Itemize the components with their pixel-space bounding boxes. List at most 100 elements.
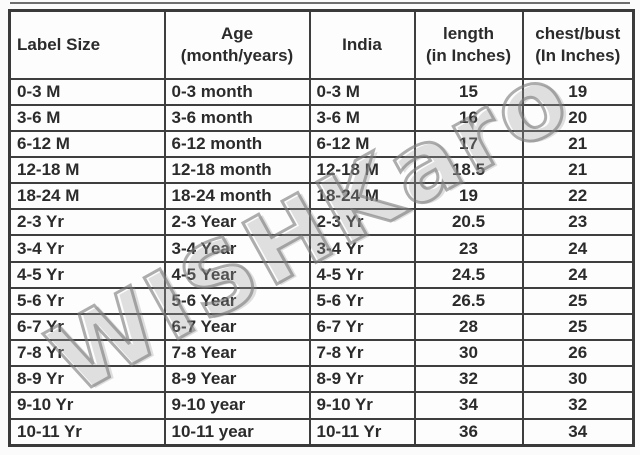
cell-age: 0-3 month <box>163 77 311 106</box>
cell-label-size: 0-3 M <box>8 77 166 106</box>
cell-length: 24.5 <box>413 260 524 289</box>
cell-label-size: 18-24 M <box>8 182 166 211</box>
header-age: Age (month/years) <box>163 9 311 80</box>
cell-age: 3-6 month <box>163 103 311 132</box>
header-india: India <box>308 9 416 80</box>
header-chest-bust-line2: (In Inches) <box>535 45 621 65</box>
cell-label-size: 6-7 Yr <box>8 312 166 342</box>
cell-chest-bust: 25 <box>521 312 635 342</box>
cell-india: 6-7 Yr <box>308 312 416 342</box>
cell-age: 3-4 Year <box>163 234 311 263</box>
cell-chest-bust: 34 <box>521 417 635 447</box>
cell-label-size: 6-12 M <box>8 129 166 158</box>
cell-india: 0-3 M <box>308 77 416 106</box>
cell-label-size: 8-9 Yr <box>8 365 166 394</box>
table-row: 18-24 M 18-24 month 18-24 M 19 22 <box>8 182 635 211</box>
cell-india: 3-6 M <box>308 103 416 132</box>
table-row: 0-3 M 0-3 month 0-3 M 15 19 <box>8 77 635 106</box>
cell-age: 8-9 Year <box>163 365 311 394</box>
header-label-size: Label Size <box>8 9 166 80</box>
table-row: 6-12 M 6-12 month 6-12 M 17 21 <box>8 129 635 158</box>
cell-label-size: 10-11 Yr <box>8 417 166 447</box>
cell-india: 10-11 Yr <box>308 417 416 447</box>
header-label-size-text: Label Size <box>17 34 101 54</box>
cell-age: 4-5 Year <box>163 260 311 289</box>
cell-length: 20.5 <box>413 208 524 237</box>
cell-age: 10-11 year <box>163 417 311 447</box>
cell-label-size: 2-3 Yr <box>8 208 166 237</box>
top-crop-line <box>10 2 630 4</box>
table-row: 6-7 Yr 6-7 Year 6-7 Yr 28 25 <box>8 312 635 342</box>
cell-chest-bust: 24 <box>521 260 635 289</box>
cell-length: 36 <box>413 417 524 447</box>
header-age-line2: (month/years) <box>180 45 294 65</box>
cell-length: 30 <box>413 339 524 368</box>
cell-age: 12-18 month <box>163 155 311 185</box>
table-row: 2-3 Yr 2-3 Year 2-3 Yr 20.5 23 <box>8 208 635 237</box>
table-row: 12-18 M 12-18 month 12-18 M 18.5 21 <box>8 155 635 185</box>
table-row: 7-8 Yr 7-8 Year 7-8 Yr 30 26 <box>8 339 635 368</box>
cell-india: 8-9 Yr <box>308 365 416 394</box>
header-length-line1: length <box>443 23 494 43</box>
cell-length: 32 <box>413 365 524 394</box>
header-india-text: India <box>342 34 382 54</box>
table-row: 4-5 Yr 4-5 Year 4-5 Yr 24.5 24 <box>8 260 635 289</box>
cell-length: 15 <box>413 77 524 106</box>
table-row: 9-10 Yr 9-10 year 9-10 Yr 34 32 <box>8 391 635 420</box>
cell-length: 28 <box>413 312 524 342</box>
cell-length: 18.5 <box>413 155 524 185</box>
cell-chest-bust: 21 <box>521 155 635 185</box>
cell-india: 5-6 Yr <box>308 286 416 315</box>
cell-india: 3-4 Yr <box>308 234 416 263</box>
header-length: length (in Inches) <box>413 9 524 80</box>
cell-label-size: 4-5 Yr <box>8 260 166 289</box>
cell-chest-bust: 21 <box>521 129 635 158</box>
header-chest-bust-line1: chest/bust <box>535 23 621 43</box>
cell-length: 26.5 <box>413 286 524 315</box>
cell-age: 2-3 Year <box>163 208 311 237</box>
cell-age: 7-8 Year <box>163 339 311 368</box>
cell-india: 6-12 M <box>308 129 416 158</box>
cell-chest-bust: 32 <box>521 391 635 420</box>
cell-chest-bust: 24 <box>521 234 635 263</box>
cell-india: 2-3 Yr <box>308 208 416 237</box>
cell-age: 18-24 month <box>163 182 311 211</box>
cell-chest-bust: 23 <box>521 208 635 237</box>
cell-label-size: 3-6 M <box>8 103 166 132</box>
cell-length: 16 <box>413 103 524 132</box>
cell-length: 34 <box>413 391 524 420</box>
cell-label-size: 12-18 M <box>8 155 166 185</box>
table-row: 3-4 Yr 3-4 Year 3-4 Yr 23 24 <box>8 234 635 263</box>
header-length-line2: (in Inches) <box>425 45 511 65</box>
size-chart-table: Label Size Age (month/years) India lengt… <box>8 9 635 447</box>
cell-age: 5-6 Year <box>163 286 311 315</box>
cell-length: 19 <box>413 182 524 211</box>
cell-label-size: 9-10 Yr <box>8 391 166 420</box>
cell-chest-bust: 22 <box>521 182 635 211</box>
header-age-line1: Age <box>220 23 254 43</box>
cell-india: 4-5 Yr <box>308 260 416 289</box>
header-chest-bust: chest/bust (In Inches) <box>521 9 635 80</box>
cell-india: 9-10 Yr <box>308 391 416 420</box>
cell-chest-bust: 20 <box>521 103 635 132</box>
cell-india: 12-18 M <box>308 155 416 185</box>
cell-length: 17 <box>413 129 524 158</box>
cell-chest-bust: 30 <box>521 365 635 394</box>
cell-age: 6-12 month <box>163 129 311 158</box>
table-row: 3-6 M 3-6 month 3-6 M 16 20 <box>8 103 635 132</box>
cell-age: 6-7 Year <box>163 312 311 342</box>
cell-chest-bust: 19 <box>521 77 635 106</box>
cell-india: 7-8 Yr <box>308 339 416 368</box>
table-row: 8-9 Yr 8-9 Year 8-9 Yr 32 30 <box>8 365 635 394</box>
table-row: 10-11 Yr 10-11 year 10-11 Yr 36 34 <box>8 417 635 447</box>
cell-label-size: 7-8 Yr <box>8 339 166 368</box>
table-row: 5-6 Yr 5-6 Year 5-6 Yr 26.5 25 <box>8 286 635 315</box>
cell-india: 18-24 M <box>308 182 416 211</box>
cell-age: 9-10 year <box>163 391 311 420</box>
cell-chest-bust: 25 <box>521 286 635 315</box>
cell-length: 23 <box>413 234 524 263</box>
cell-label-size: 5-6 Yr <box>8 286 166 315</box>
cell-label-size: 3-4 Yr <box>8 234 166 263</box>
header-row: Label Size Age (month/years) India lengt… <box>8 9 635 80</box>
